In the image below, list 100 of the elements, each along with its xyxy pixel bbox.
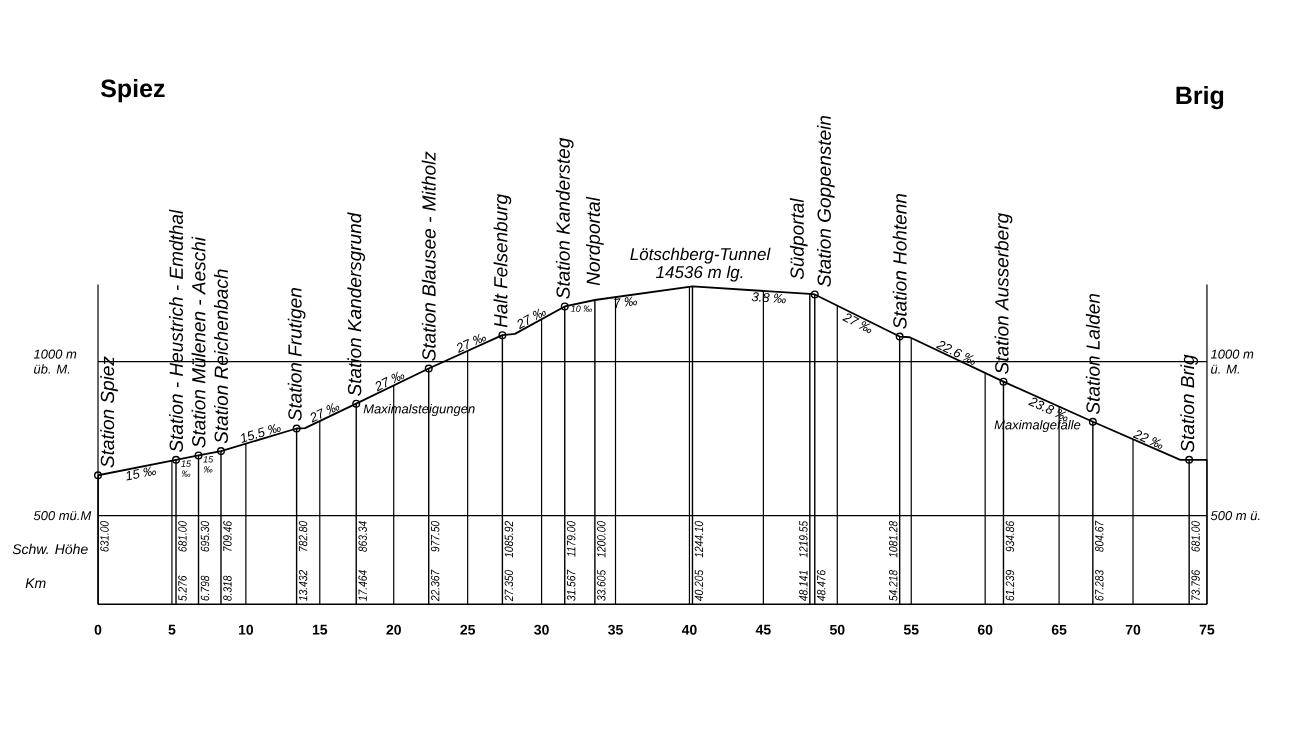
data-label: 695.30 xyxy=(200,520,210,552)
annotation: Station Hohtenn xyxy=(892,193,907,329)
x-tick-label: 20 xyxy=(386,624,401,635)
x-tick-label: 5 xyxy=(168,624,176,635)
data-label: 863.34 xyxy=(358,521,367,552)
annotation: 73.796 xyxy=(1191,569,1200,601)
data-label: 1244.10 xyxy=(694,520,704,558)
point xyxy=(1088,417,1097,426)
text: Lötschberg-Tunnel xyxy=(630,247,771,264)
point xyxy=(292,424,301,433)
data-label: 977.50 xyxy=(430,520,440,552)
annotation: 17.464 xyxy=(358,570,367,601)
x-tick-label: 75 xyxy=(1199,624,1215,635)
annotation: 27 ‰ xyxy=(842,313,872,333)
point xyxy=(1185,455,1194,464)
text: Brig xyxy=(1176,85,1224,110)
annotation: 22.367 xyxy=(430,569,440,602)
annotation: 27.350 xyxy=(504,570,514,602)
annotation: 23.8 ‰ xyxy=(1028,397,1068,421)
x-tick-label: 40 xyxy=(681,624,697,635)
x-tick-label: 0 xyxy=(94,624,102,635)
annotation: Station Goppenstein xyxy=(816,115,835,287)
data-label: 1179.00 xyxy=(566,520,576,557)
annotation: 15 ‰ xyxy=(203,456,214,473)
annotation: Station Frutigen xyxy=(287,288,306,421)
annotation: 3.8 ‰ xyxy=(751,292,786,304)
y2-tick-label: 1000 m ü. M. xyxy=(1210,349,1254,374)
annotation: 27 ‰ xyxy=(457,333,486,354)
annotation: 10 ‰ xyxy=(570,305,593,312)
annotation: 48.141 xyxy=(799,570,808,602)
y2-tick-label: 500 m ü. xyxy=(1210,510,1260,521)
y-tick-label: 500 mü.M xyxy=(33,510,92,521)
annotation: 5.276 xyxy=(178,575,187,601)
annotation: 61.239 xyxy=(1005,570,1015,601)
annotation: Südportal xyxy=(789,198,808,280)
point xyxy=(352,399,361,408)
text: 14536 m lg. xyxy=(656,265,743,282)
x-tick-label: 15 xyxy=(312,624,328,635)
text: Spiez xyxy=(100,78,165,103)
x-tick-label: 50 xyxy=(829,624,845,635)
annotation: 31.567 xyxy=(566,569,576,601)
data-label: 1200.00 xyxy=(597,520,606,558)
annotation: Station Spiez xyxy=(100,356,118,468)
x-tick-label: 70 xyxy=(1125,624,1141,635)
annotation: 15.5 ‰ xyxy=(241,423,281,443)
text: Km xyxy=(25,578,46,588)
annotation: Station Mülenen - Aeschi xyxy=(191,236,206,448)
annotation: Station Ausserberg xyxy=(994,213,1013,374)
data-label: 1085.92 xyxy=(504,521,514,558)
annotation: 27 ‰ xyxy=(517,308,546,330)
x-tick-label: 35 xyxy=(608,624,623,635)
annotation: Station Reichenbach xyxy=(214,269,228,444)
x-tick-label: 45 xyxy=(755,624,771,635)
annotation: 22 ‰ xyxy=(1132,430,1163,449)
point xyxy=(895,332,904,341)
point xyxy=(424,364,433,373)
annotation: 15 ‰ xyxy=(181,460,192,477)
data-label: 1219.55 xyxy=(799,520,808,558)
annotation: 54.218 xyxy=(888,569,898,601)
annotation: 8.318 xyxy=(223,575,232,601)
y-tick-label: 1000 m üb. M. xyxy=(33,349,77,374)
x-tick-label: 10 xyxy=(238,624,254,635)
point xyxy=(194,451,203,460)
annotation: 33.605 xyxy=(597,569,606,601)
annotation: Station Blausee - Mitholz xyxy=(421,151,436,361)
point xyxy=(999,377,1008,386)
annotation: Halt Felsenburg xyxy=(493,194,512,328)
x-tick-label: 55 xyxy=(903,624,919,635)
annotation: 40.205 xyxy=(694,569,704,602)
annotation: 48.476 xyxy=(816,569,826,602)
x-tick-label: 65 xyxy=(1051,624,1067,635)
point xyxy=(560,302,569,311)
data-label: 1081.28 xyxy=(888,520,898,558)
x-tick-label: 30 xyxy=(534,624,549,635)
data-label: 681.00 xyxy=(178,520,187,552)
data-label: 782.80 xyxy=(298,520,308,552)
annotation: 13.432 xyxy=(298,570,308,601)
annotation: 27 ‰ xyxy=(310,402,340,423)
data-label: 934.86 xyxy=(1005,520,1015,552)
annotation: Station Brig xyxy=(1180,354,1198,453)
data-label: 709.46 xyxy=(223,520,232,552)
annotation: Station Lalden xyxy=(1085,293,1100,415)
annotation: 15 ‰ xyxy=(126,466,156,481)
data-label: 804.67 xyxy=(1095,520,1104,552)
annotation: Station Kandersgrund xyxy=(347,212,366,396)
annotation: Nordportal xyxy=(586,196,604,286)
point xyxy=(498,331,507,340)
point xyxy=(216,447,225,456)
data-label: 631.00 xyxy=(100,520,109,552)
data-label: 681.00 xyxy=(1191,520,1200,552)
text: Schw. Höhe xyxy=(12,543,88,555)
point xyxy=(810,290,819,299)
annotation: Station - Heustrich - Emdthal xyxy=(169,209,183,453)
point xyxy=(172,455,181,464)
annotation: 67.283 xyxy=(1095,570,1104,601)
annotation: 27 ‰ xyxy=(375,371,405,392)
x-tick-label: 25 xyxy=(460,624,476,635)
x-tick-label: 60 xyxy=(977,624,993,635)
annotation: 6.798 xyxy=(200,575,210,601)
annotation: Station Kandersteg xyxy=(555,137,574,299)
